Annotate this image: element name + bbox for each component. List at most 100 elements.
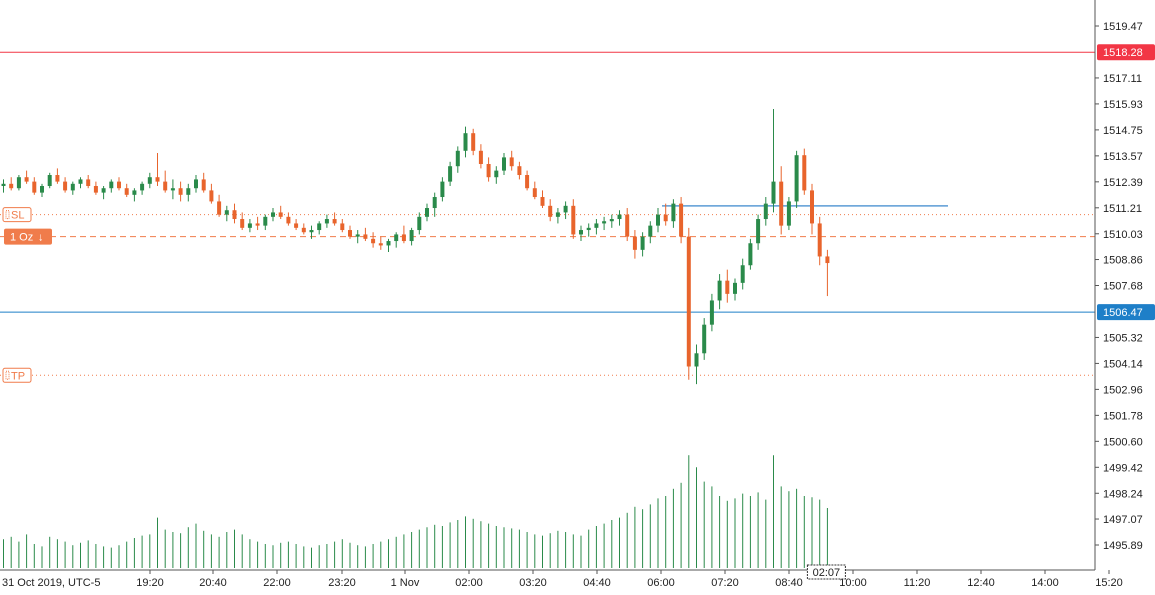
candle-body[interactable]: [640, 236, 645, 250]
candle-body[interactable]: [602, 221, 607, 224]
candle-body[interactable]: [16, 177, 21, 189]
candle-body[interactable]: [371, 238, 376, 244]
candle-body[interactable]: [101, 188, 106, 193]
candle-body[interactable]: [810, 190, 814, 224]
stop-loss-tag[interactable]: [2, 207, 32, 223]
candle-body[interactable]: [309, 230, 314, 233]
candle-body[interactable]: [579, 230, 583, 235]
candle-body[interactable]: [786, 201, 791, 226]
candle-body[interactable]: [417, 216, 422, 231]
candle-body[interactable]: [733, 282, 737, 294]
candle-body[interactable]: [86, 179, 91, 187]
candle-body[interactable]: [609, 219, 614, 222]
candle-body[interactable]: [70, 183, 75, 191]
candle-body[interactable]: [817, 223, 822, 257]
candle-body[interactable]: [240, 219, 245, 228]
candle-body[interactable]: [555, 212, 560, 217]
candle-body[interactable]: [794, 155, 799, 202]
candle-body[interactable]: [740, 265, 745, 283]
candle-body[interactable]: [63, 181, 68, 191]
candle-body[interactable]: [255, 223, 260, 226]
candle-body[interactable]: [648, 225, 653, 237]
candle-body[interactable]: [617, 214, 622, 220]
candle-body[interactable]: [502, 157, 506, 171]
candle-body[interactable]: [132, 190, 137, 195]
candle-body[interactable]: [671, 203, 676, 222]
candle-body[interactable]: [232, 210, 237, 220]
candle-body[interactable]: [625, 214, 630, 237]
candle-body[interactable]: [317, 223, 322, 231]
candle-body[interactable]: [586, 227, 591, 231]
candle-body[interactable]: [694, 353, 699, 367]
candle-body[interactable]: [779, 181, 784, 226]
candle-body[interactable]: [455, 150, 460, 167]
candle-body[interactable]: [717, 280, 722, 301]
candle-body[interactable]: [509, 157, 514, 167]
candle-body[interactable]: [471, 133, 476, 151]
candle-body[interactable]: [355, 234, 360, 237]
candle-body[interactable]: [725, 280, 730, 294]
candle-body[interactable]: [363, 234, 368, 239]
candle-body[interactable]: [117, 181, 121, 189]
candle-body[interactable]: [571, 205, 576, 235]
candle-body[interactable]: [378, 243, 383, 246]
candle-body[interactable]: [109, 181, 114, 189]
candle-body[interactable]: [825, 256, 830, 264]
candle-body[interactable]: [278, 212, 283, 217]
candle-body[interactable]: [409, 230, 414, 242]
candle-body[interactable]: [394, 234, 399, 242]
candle-body[interactable]: [340, 223, 345, 231]
candle-body[interactable]: [194, 179, 198, 189]
candle-body[interactable]: [763, 203, 768, 220]
candle-body[interactable]: [186, 188, 191, 195]
candle-body[interactable]: [47, 175, 52, 187]
candle-body[interactable]: [163, 181, 168, 191]
candle-body[interactable]: [548, 205, 553, 217]
candle-body[interactable]: [540, 197, 545, 206]
candle-body[interactable]: [679, 203, 684, 237]
candle-body[interactable]: [594, 223, 599, 228]
candle-body[interactable]: [55, 175, 60, 182]
candle-body[interactable]: [709, 300, 714, 325]
candle-body[interactable]: [702, 324, 707, 354]
position-tag[interactable]: [4, 228, 52, 245]
candle-body[interactable]: [525, 175, 530, 189]
candle-body[interactable]: [1, 183, 6, 187]
candle-body[interactable]: [663, 214, 668, 222]
candle-body[interactable]: [632, 236, 637, 250]
candle-body[interactable]: [78, 179, 83, 184]
candle-body[interactable]: [271, 212, 275, 217]
candle-body[interactable]: [9, 183, 14, 189]
candle-body[interactable]: [448, 166, 453, 182]
candle-body[interactable]: [802, 155, 807, 191]
candle-body[interactable]: [686, 236, 691, 367]
candle-body[interactable]: [656, 214, 660, 226]
candle-body[interactable]: [24, 177, 29, 182]
candle-body[interactable]: [247, 223, 252, 228]
candle-body[interactable]: [32, 181, 37, 193]
candle-body[interactable]: [401, 234, 406, 242]
candle-body[interactable]: [324, 219, 329, 224]
candle-body[interactable]: [124, 188, 129, 195]
candle-body[interactable]: [217, 201, 222, 215]
candle-body[interactable]: [563, 205, 568, 213]
candle-body[interactable]: [286, 216, 291, 224]
candle-body[interactable]: [147, 177, 152, 184]
candle-body[interactable]: [348, 230, 352, 237]
candle-body[interactable]: [386, 241, 391, 246]
candle-body[interactable]: [478, 150, 483, 165]
candle-body[interactable]: [294, 223, 299, 228]
candle-body[interactable]: [771, 181, 776, 204]
candle-body[interactable]: [440, 181, 445, 198]
candle-body[interactable]: [209, 190, 214, 202]
candle-body[interactable]: [517, 166, 522, 176]
candle-body[interactable]: [463, 133, 468, 151]
candle-body[interactable]: [432, 197, 437, 209]
candle-body[interactable]: [532, 188, 537, 198]
candle-body[interactable]: [178, 188, 183, 195]
candle-body[interactable]: [748, 243, 753, 266]
candle-body[interactable]: [201, 179, 206, 191]
candle-body[interactable]: [486, 164, 491, 178]
candle-body[interactable]: [40, 186, 44, 193]
